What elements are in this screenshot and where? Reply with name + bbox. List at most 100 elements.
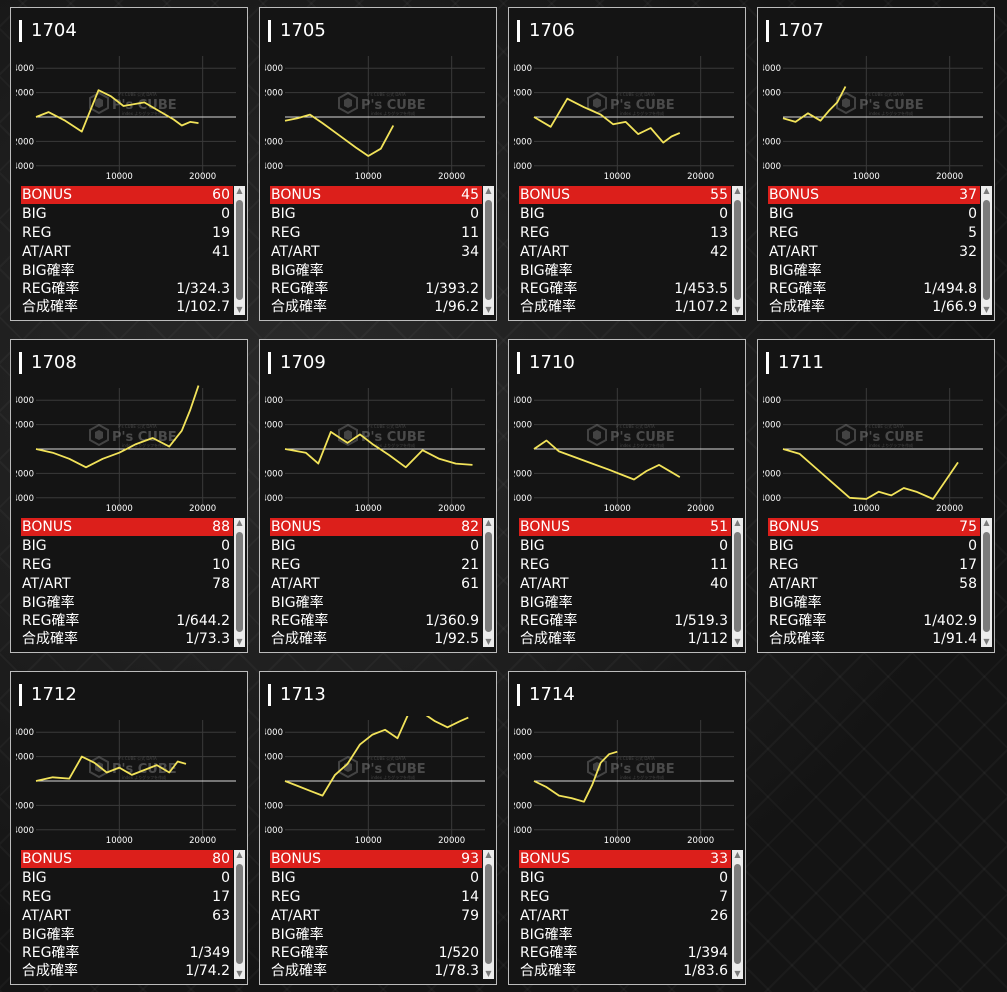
stat-label: 合成確率: [520, 631, 576, 647]
scroll-up-arrow-icon[interactable]: ▲: [485, 186, 492, 195]
scroll-down-arrow-icon[interactable]: ▼: [236, 305, 243, 314]
svg-text:index よりグラフを作成: index よりグラフを作成: [371, 442, 415, 448]
scroll-down-arrow-icon[interactable]: ▼: [734, 637, 741, 646]
y-tick-label: -2000: [763, 469, 781, 479]
scrollbar[interactable]: ▲ ▼: [234, 850, 245, 979]
stat-value: 58: [959, 576, 977, 592]
stat-row-reg: REG 17: [768, 556, 980, 574]
stats-table: BONUS 37 BIG 0 REG 5 AT/ART 32 BIG確率 REG確率 1/494.8…: [768, 186, 992, 315]
stat-row-reg-rate: REG確率 1/494.8: [768, 280, 980, 298]
scroll-down-arrow-icon[interactable]: ▼: [236, 637, 243, 646]
stat-row-reg-rate: REG確率 1/394: [519, 944, 731, 962]
scrollbar[interactable]: ▲ ▼: [732, 186, 743, 315]
scroll-thumb[interactable]: [734, 532, 741, 632]
scroll-thumb[interactable]: [236, 200, 243, 300]
machine-number: 1710: [517, 352, 575, 374]
stat-value: 19: [212, 225, 230, 241]
stat-value: 0: [719, 870, 728, 886]
stat-value: 40: [710, 576, 728, 592]
x-tick-label: 10000: [355, 172, 382, 182]
stat-label: BONUS: [520, 187, 570, 203]
stat-value: 11: [710, 557, 728, 573]
stat-value: 1/453.5: [674, 281, 728, 297]
scrollbar[interactable]: ▲ ▼: [483, 518, 494, 647]
scroll-thumb[interactable]: [485, 200, 492, 300]
stat-row-bonus: BONUS 75: [768, 518, 980, 536]
stat-label: REG確率: [271, 613, 329, 629]
svg-text:index よりグラフを作成: index よりグラフを作成: [371, 110, 415, 116]
stat-row-reg-rate: REG確率 1/402.9: [768, 612, 980, 630]
x-tick-label: 20000: [687, 836, 714, 846]
x-tick-label: 10000: [106, 172, 133, 182]
scroll-thumb[interactable]: [983, 200, 990, 300]
scroll-up-arrow-icon[interactable]: ▲: [983, 518, 990, 527]
stat-value: 37: [959, 187, 977, 203]
scroll-up-arrow-icon[interactable]: ▲: [734, 850, 741, 859]
scrollbar[interactable]: ▲ ▼: [732, 850, 743, 979]
scroll-up-arrow-icon[interactable]: ▲: [485, 850, 492, 859]
scroll-down-arrow-icon[interactable]: ▼: [485, 637, 492, 646]
scrollbar[interactable]: ▲ ▼: [483, 850, 494, 979]
y-tick-label: -2000: [514, 469, 532, 479]
svg-text:P's CUBE 公式 DATA: P's CUBE 公式 DATA: [616, 423, 655, 429]
scroll-thumb[interactable]: [734, 864, 741, 964]
stats-table: BONUS 51 BIG 0 REG 11 AT/ART 40 BIG確率 REG確率 1/519.…: [519, 518, 743, 647]
svg-text:P's CUBE: P's CUBE: [610, 98, 675, 113]
x-tick-label: 10000: [604, 172, 631, 182]
stats-table: BONUS 93 BIG 0 REG 14 AT/ART 79 BIG確率 REG確率 1/520 合…: [270, 850, 494, 979]
svg-text:P's CUBE: P's CUBE: [859, 430, 924, 445]
stat-value: 33: [710, 851, 728, 867]
stat-value: 78: [212, 576, 230, 592]
stat-label: BIG: [769, 538, 794, 554]
scroll-down-arrow-icon[interactable]: ▼: [983, 305, 990, 314]
scroll-down-arrow-icon[interactable]: ▼: [734, 305, 741, 314]
svg-text:P's CUBE 公式 DATA: P's CUBE 公式 DATA: [118, 423, 157, 429]
stat-label: 合成確率: [271, 631, 327, 647]
x-tick-label: 10000: [604, 836, 631, 846]
scroll-up-arrow-icon[interactable]: ▲: [983, 186, 990, 195]
scroll-thumb[interactable]: [236, 532, 243, 632]
scroll-up-arrow-icon[interactable]: ▲: [734, 518, 741, 527]
scroll-thumb[interactable]: [485, 864, 492, 964]
scroll-down-arrow-icon[interactable]: ▼: [485, 969, 492, 978]
scrollbar[interactable]: ▲ ▼: [234, 186, 245, 315]
scroll-down-arrow-icon[interactable]: ▼: [236, 969, 243, 978]
scrollbar[interactable]: ▲ ▼: [981, 518, 992, 647]
scroll-up-arrow-icon[interactable]: ▲: [236, 518, 243, 527]
scroll-up-arrow-icon[interactable]: ▲: [485, 518, 492, 527]
scrollbar[interactable]: ▲ ▼: [732, 518, 743, 647]
scroll-thumb[interactable]: [983, 532, 990, 632]
scrollbar[interactable]: ▲ ▼: [981, 186, 992, 315]
scroll-down-arrow-icon[interactable]: ▼: [485, 305, 492, 314]
svg-text:index よりグラフを作成: index よりグラフを作成: [620, 774, 664, 780]
stat-label: 合成確率: [271, 963, 327, 979]
scrollbar[interactable]: ▲ ▼: [483, 186, 494, 315]
scroll-up-arrow-icon[interactable]: ▲: [236, 850, 243, 859]
stat-row-total-rate: 合成確率 1/83.6: [519, 962, 731, 980]
stat-label: BONUS: [520, 519, 570, 535]
scroll-thumb[interactable]: [236, 864, 243, 964]
scroll-up-arrow-icon[interactable]: ▲: [734, 186, 741, 195]
scroll-up-arrow-icon[interactable]: ▲: [236, 186, 243, 195]
scroll-thumb[interactable]: [734, 200, 741, 300]
scroll-down-arrow-icon[interactable]: ▼: [983, 637, 990, 646]
scroll-thumb[interactable]: [485, 532, 492, 632]
stat-row-at-art: AT/ART 63: [21, 907, 233, 925]
scroll-down-arrow-icon[interactable]: ▼: [734, 969, 741, 978]
scrollbar[interactable]: ▲ ▼: [234, 518, 245, 647]
slump-line: [284, 716, 469, 797]
stat-value: 1/66.9: [932, 299, 977, 315]
